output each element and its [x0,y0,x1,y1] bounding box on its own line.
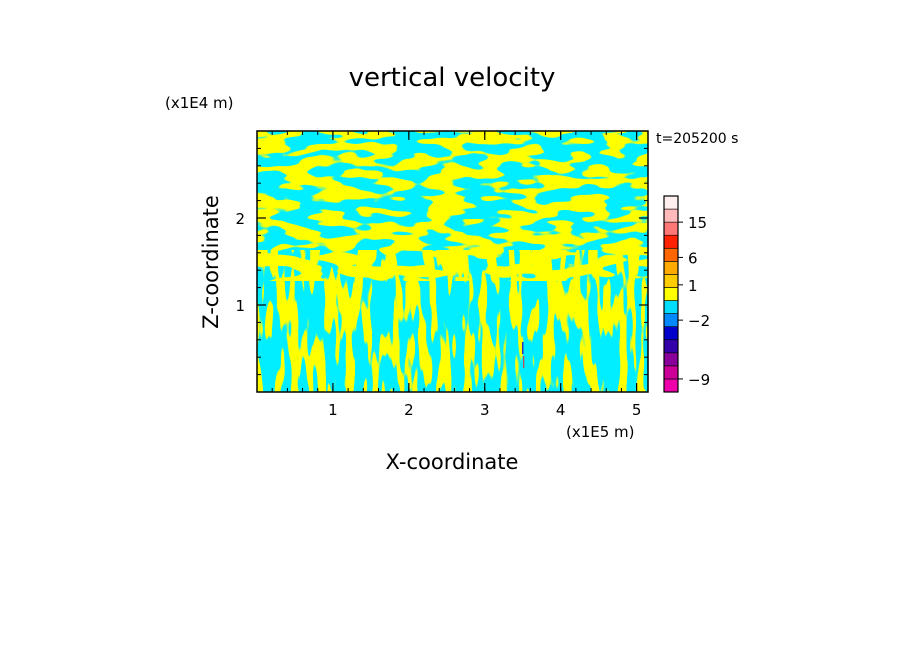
colorbar-segment [663,234,679,249]
colorbar-segment [663,326,679,341]
colorbar-tick-label: −9 [688,371,710,389]
colorbar-segment [663,339,679,354]
colorbar-tick-label: 1 [688,277,698,295]
colorbar-segment [663,313,679,327]
y-axis: 12 [235,147,648,376]
colorbar-segment [663,378,679,393]
x-tick-label: 2 [404,401,414,419]
y-unit-label: (x1E4 m) [165,94,234,112]
colorbar-segment [663,365,679,380]
colorbar-segment [663,300,679,314]
colorbar-tick-label: −2 [688,312,710,330]
x-axis: 1 2 3 4 5 [271,131,642,419]
y-axis-title: Z-coordinate [199,195,223,329]
colorbar-segment [663,247,679,262]
x-tick-label: 5 [632,401,642,419]
colorbar-tick-label: 15 [688,214,707,232]
field-features [521,342,525,368]
chart-title: vertical velocity [349,63,556,93]
plot-frame [256,130,649,393]
y-tick-label: 1 [235,297,245,315]
colorbar-segment [663,195,679,210]
field-lower-pattern [257,250,648,392]
colorbar-segment [663,352,679,367]
x-axis-title: X-coordinate [386,450,519,474]
time-label: t=205200 s [656,131,738,147]
colorbar-segment [663,208,679,223]
x-tick-label: 3 [480,401,490,419]
y-tick-label: 2 [235,210,245,228]
plot-area [257,131,648,392]
colorbar-segment [663,287,679,301]
colorbar-frame [663,195,679,393]
colorbar-tick-label: 6 [688,249,698,267]
colorbar-segment [663,261,679,275]
x-tick-label: 4 [556,401,566,419]
colorbar-segment [663,274,679,288]
colorbar: −9 −2 1 6 15 [663,195,710,393]
colorbar-segment [663,221,679,236]
x-unit-label: (x1E5 m) [566,423,635,441]
x-tick-label: 1 [328,401,338,419]
